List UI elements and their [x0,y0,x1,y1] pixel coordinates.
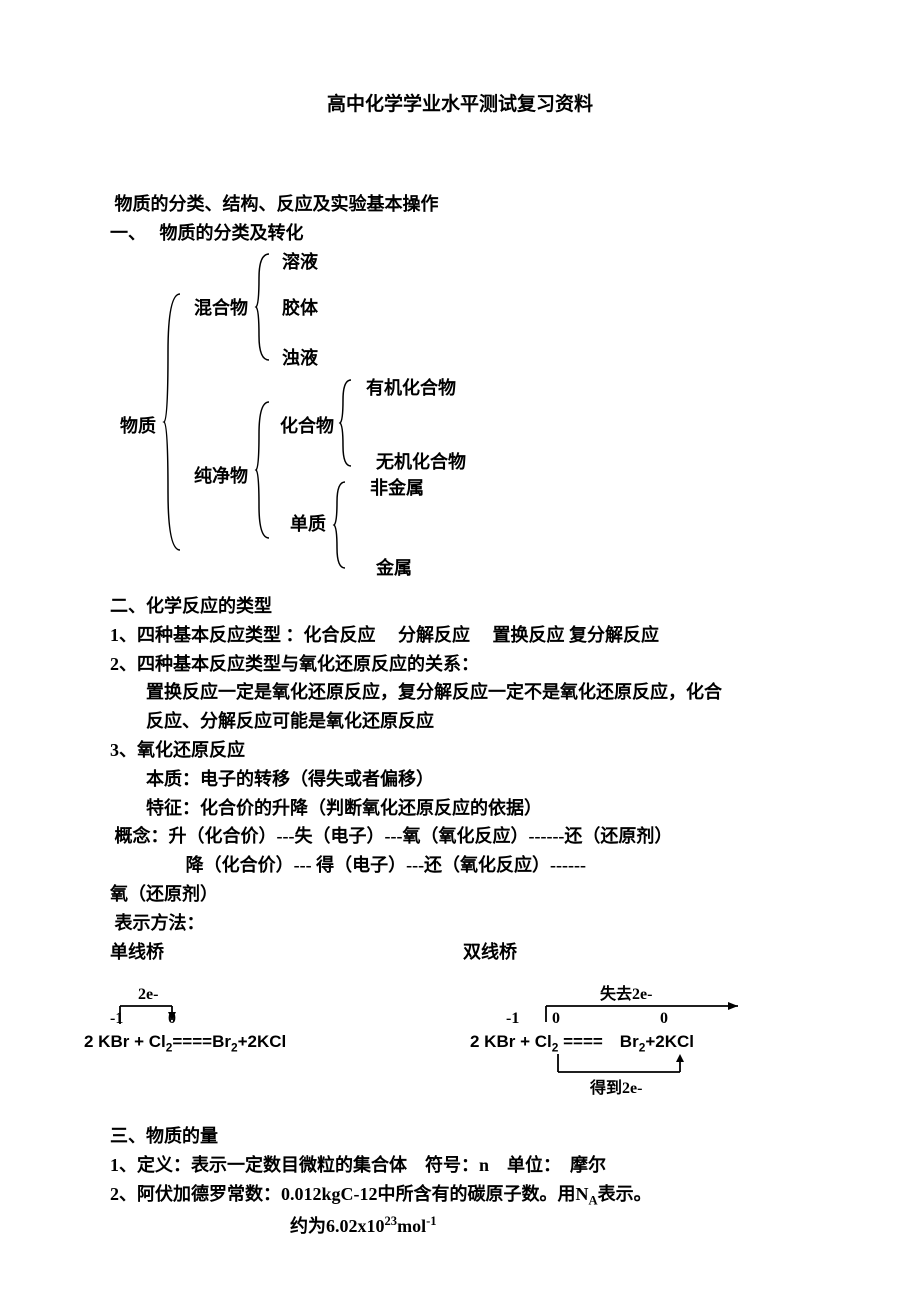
sec3-l3: 约为6.02x1023mol-1 [110,1211,810,1241]
sec2-oxidant: 氧（还原剂） [110,880,810,909]
leaf-nonmetal: 非金属 [370,474,424,503]
sec2-line1: 1、四种基本反应类型 ：化合反应 分解反应 置换反应 复分解反应 [110,621,810,650]
tree-compound: 化合物 [280,412,334,441]
bridge-labels: 单线桥 双线桥 [110,938,810,967]
single-bridge: 2e- --11 0 2 KBr + Cl2====Br2+2KCl [110,982,470,1112]
sec2-line2b: 反应、分解反应可能是氧化还原反应 [110,707,810,736]
section0-line1: 一、 物质的分类及转化 [110,219,810,248]
sec2-concept1: 概念：升（化合价）---失（电子）---氧（氧化反应）------还（还原剂） [110,822,810,851]
tree-mixture: 混合物 [194,294,248,323]
sec2-line3a: 本质：电子的转移（得失或者偏移） [110,765,810,794]
sec3-l2: 2、阿伏加德罗常数：0.012kgC-12中所含有的碳原子数。用NA表示。 [110,1180,810,1211]
sec2-concept2: 降（化合价）--- 得（电子）---还（氧化反应）------ [110,851,810,880]
sec2-method: 表示方法： [110,909,810,938]
tree-root: 物质 [120,412,156,441]
double-gain: 得到2e- [590,1076,642,1102]
leaf-colloid: 胶体 [282,294,318,323]
tree-pure: 纯净物 [194,462,248,491]
tree-element: 单质 [290,510,326,539]
page-title: 高中化学学业水平测试复习资料 [110,90,810,120]
leaf-turbid: 浊液 [282,344,318,373]
leaf-inorganic: 无机化合物 [376,448,466,477]
leaf-organic: 有机化合物 [366,374,456,403]
sec2-heading: 二、化学反应的类型 [110,592,810,621]
sec2-line3: 3、氧化还原反应 [110,736,810,765]
single-eq: 2 KBr + Cl2====Br2+2KCl [84,1028,286,1057]
sec2-line2a: 置换反应一定是氧化还原反应，复分解反应一定不是氧化还原反应，化合 [110,678,810,707]
sec2-line3b: 特征：化合价的升降（判断氧化还原反应的依据） [110,794,810,823]
double-bridge: 失去2e- -1 0 0 2 KBr + Cl2 ==== Br2+2KCl [470,982,810,1112]
sec3-heading: 三、物质的量 [110,1122,810,1151]
leaf-metal: 金属 [376,554,412,583]
sec2-line2: 2、四种基本反应类型与氧化还原反应的关系： [110,650,810,679]
sec3-l1: 1、定义：表示一定数目微粒的集合体 符号：n 单位： 摩尔 [110,1151,810,1180]
reaction-diagrams: 2e- --11 0 2 KBr + Cl2====Br2+2KCl 失去2e- [110,982,810,1112]
leaf-solution: 溶液 [282,248,318,277]
classification-tree: 物质 混合物 溶液 胶体 浊液 纯净物 化合物 有机化合物 无机化合物 单质 非… [120,252,810,582]
section0-heading: 物质的分类、结构、反应及实验基本操作 [110,190,810,219]
